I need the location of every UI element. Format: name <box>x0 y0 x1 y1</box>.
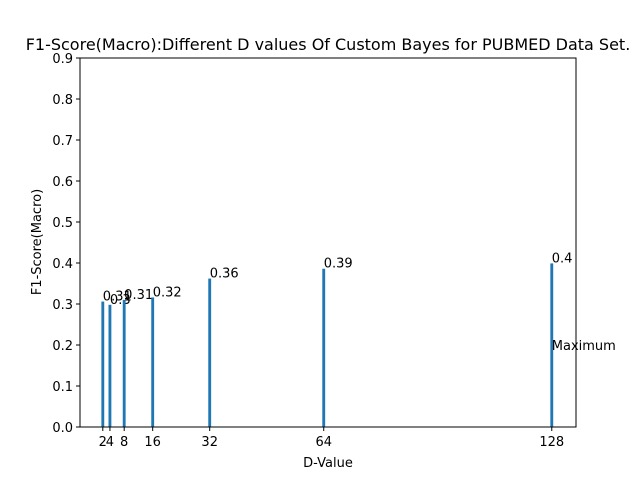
x-tick-label: 64 <box>315 435 332 450</box>
value-label: 0.39 <box>324 257 353 272</box>
x-tick-label: 16 <box>144 435 161 450</box>
y-tick-label: 0.6 <box>52 175 73 190</box>
x-tick-label: 2 <box>99 435 107 450</box>
bar <box>101 301 105 427</box>
y-tick-label: 0.0 <box>52 421 73 436</box>
bar <box>122 299 126 427</box>
bar <box>208 278 212 427</box>
value-label: 0.36 <box>210 267 239 282</box>
annotation: Maximum <box>552 339 616 354</box>
x-tick-label: 128 <box>539 435 564 450</box>
value-label: 0.31 <box>124 288 153 303</box>
value-label: 0.32 <box>153 285 182 300</box>
y-tick-label: 0.3 <box>52 298 73 313</box>
y-tick-label: 0.7 <box>52 134 73 149</box>
y-axis-label: F1-Score(Macro) <box>30 189 45 295</box>
bar <box>322 268 326 427</box>
x-tick-label: 8 <box>120 435 128 450</box>
y-tick-label: 0.9 <box>52 52 73 67</box>
y-tick-label: 0.2 <box>52 339 73 354</box>
x-tick-label: 4 <box>106 435 114 450</box>
chart-title: F1-Score(Macro):Different D values Of Cu… <box>26 35 631 54</box>
y-tick-label: 0.5 <box>52 216 73 231</box>
plot-frame <box>79 57 577 428</box>
bar <box>151 297 155 427</box>
bar <box>550 263 554 427</box>
y-tick-label: 0.4 <box>52 257 73 272</box>
value-label: 0.4 <box>552 251 573 266</box>
bar <box>108 304 112 427</box>
x-axis-label: D-Value <box>303 456 353 471</box>
y-tick-label: 0.1 <box>52 380 73 395</box>
y-tick-label: 0.8 <box>52 93 73 108</box>
x-tick-label: 32 <box>201 435 218 450</box>
